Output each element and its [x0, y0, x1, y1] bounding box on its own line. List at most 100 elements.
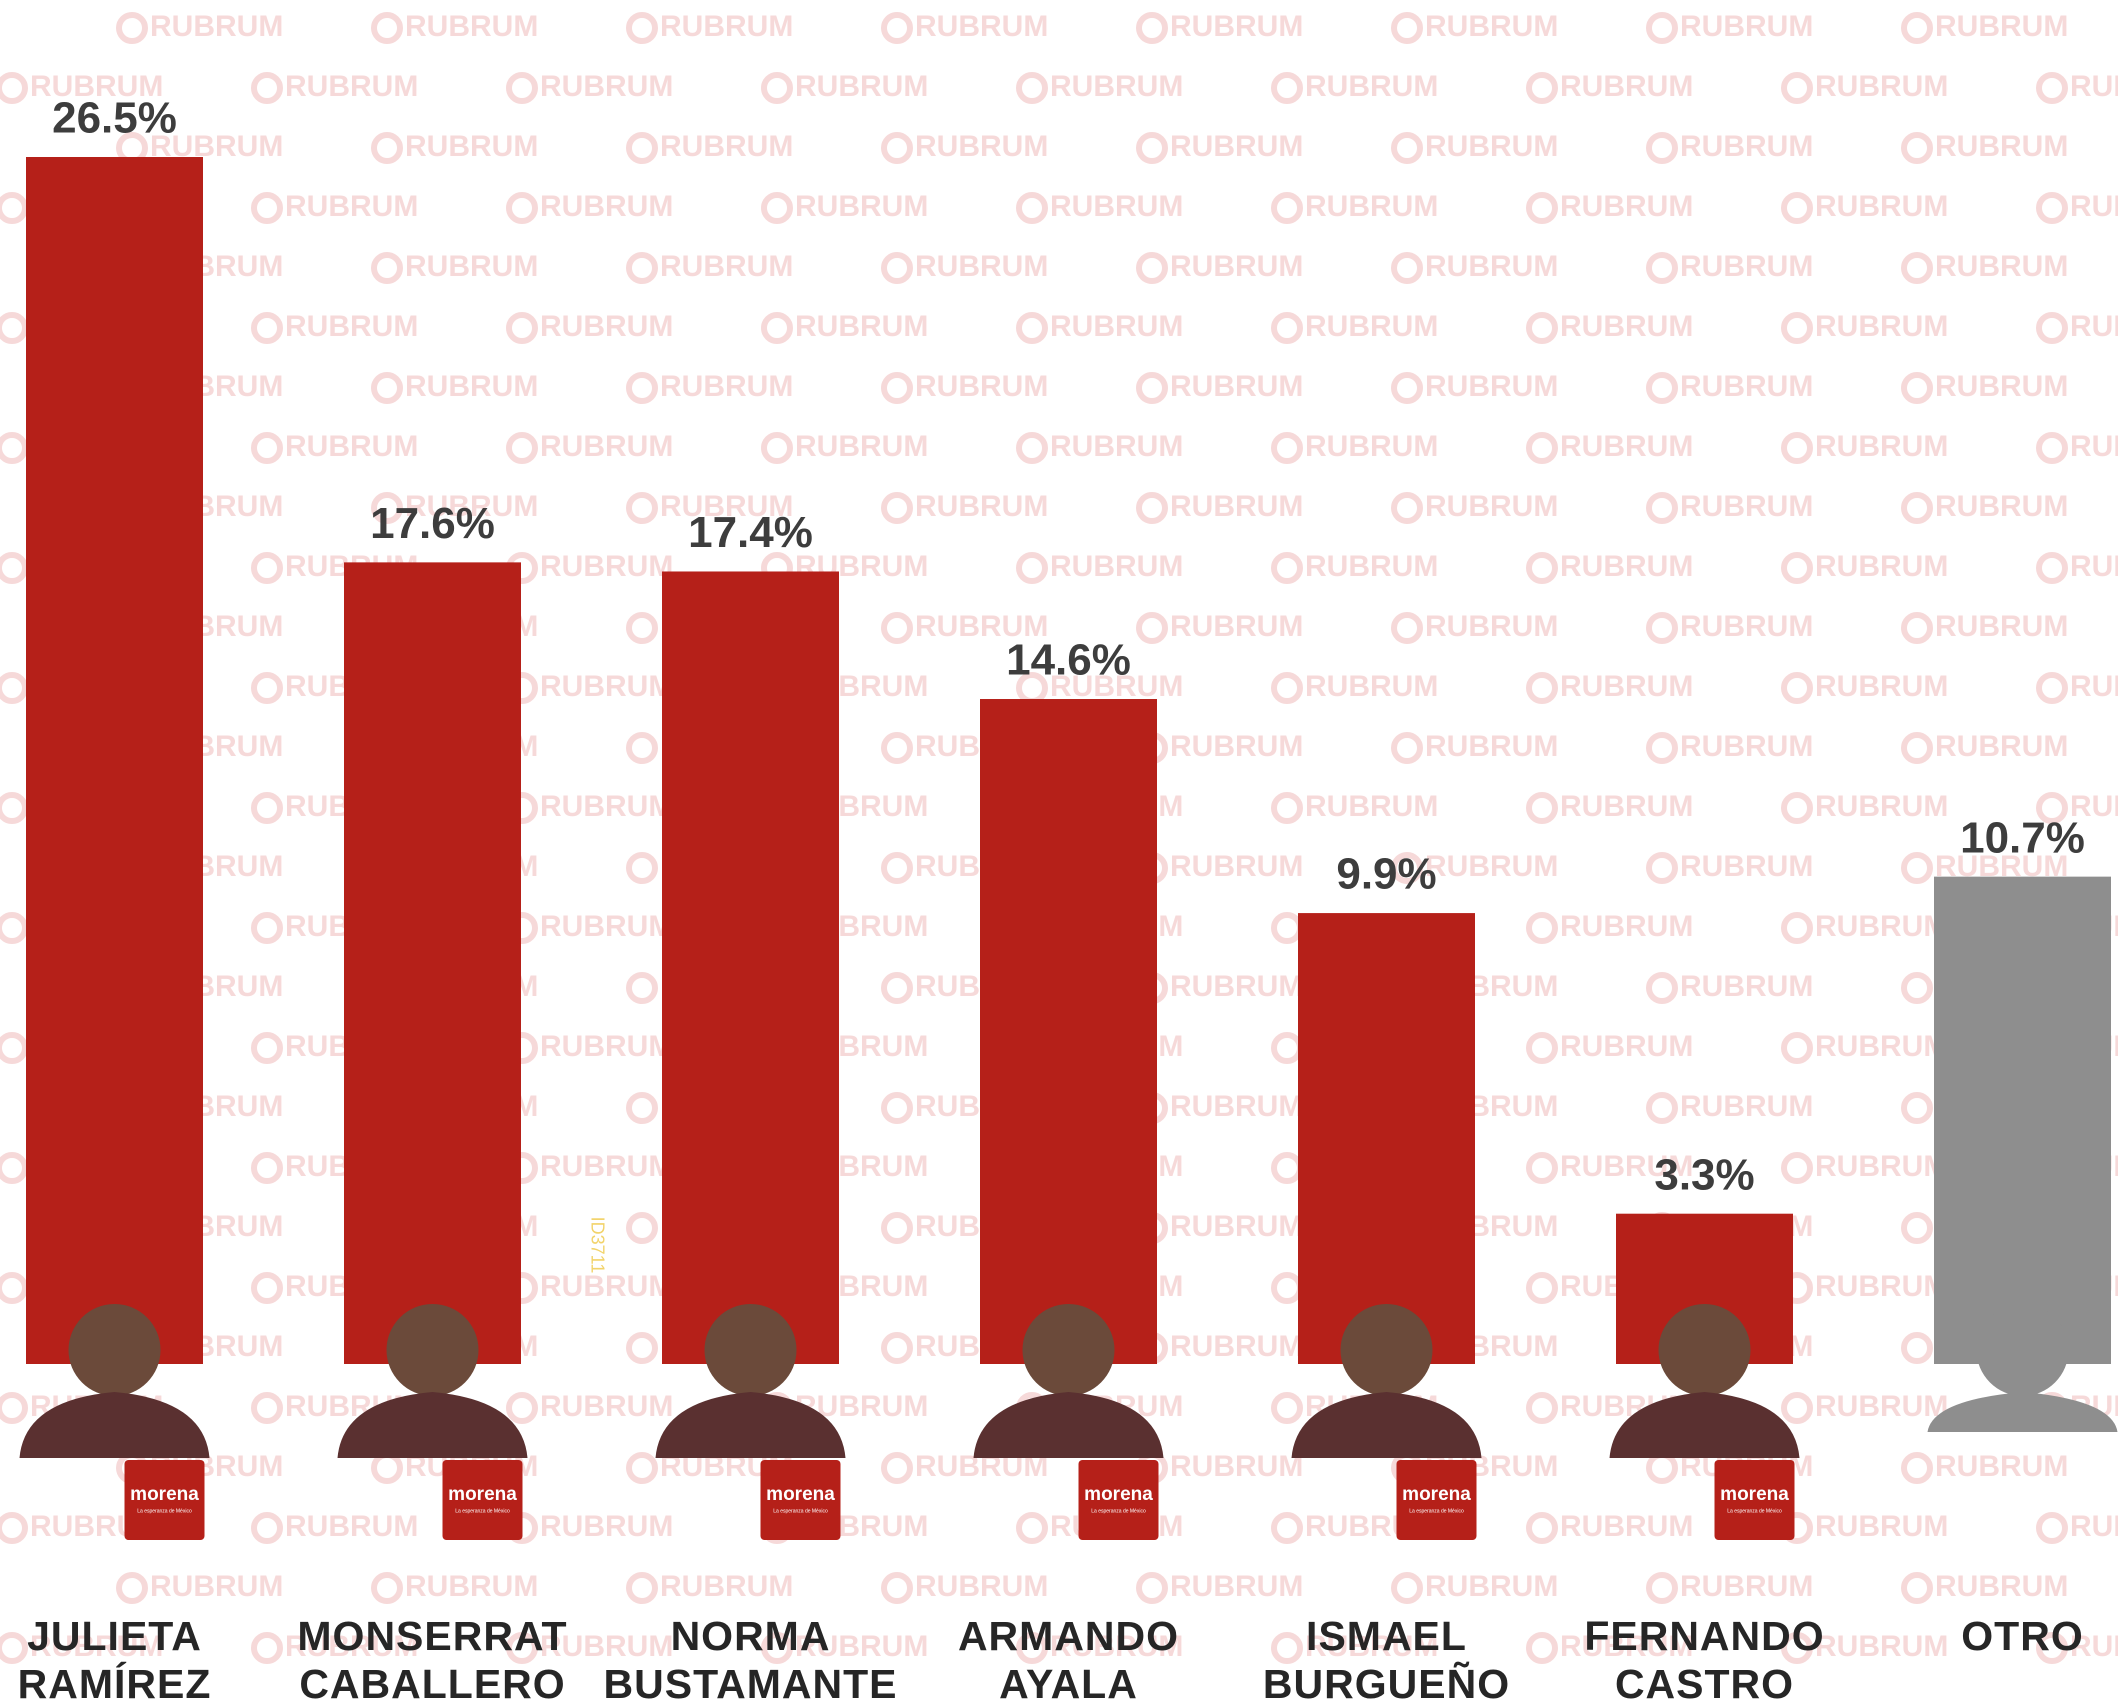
watermark-logo [1274, 1155, 1300, 1181]
watermark: RUBRUM [1560, 430, 1693, 463]
watermark-logo [1394, 735, 1420, 761]
watermark-logo [629, 1335, 655, 1361]
watermark-logo [0, 1155, 25, 1181]
watermark-logo [884, 1455, 910, 1481]
watermark-logo [0, 1275, 25, 1301]
watermark-logo [1649, 1095, 1675, 1121]
watermark: RUBRUM [540, 1270, 673, 1303]
watermark-logo [1139, 255, 1165, 281]
watermark-logo [1019, 555, 1045, 581]
watermark: RUBRUM [1170, 1450, 1303, 1483]
watermark: RUBRUM [285, 190, 418, 223]
watermark-logo [1904, 975, 1930, 1001]
watermark: RUBRUM [795, 190, 928, 223]
watermark-logo [2039, 435, 2065, 461]
watermark: RUBRUM [660, 370, 793, 403]
watermark: RUBRUM [1815, 430, 1948, 463]
watermark: RUBRUM [2070, 550, 2118, 583]
watermark: RUBRUM [2070, 310, 2118, 343]
watermark-logo [0, 75, 25, 101]
party-tagline: La esperanza de México [1727, 1508, 1782, 1514]
watermark: RUBRUM [405, 130, 538, 163]
watermark-logo [254, 915, 280, 941]
watermark: RUBRUM [1050, 310, 1183, 343]
watermark-logo [1904, 615, 1930, 641]
watermark-logo [1529, 675, 1555, 701]
watermark: RUBRUM [1935, 730, 2068, 763]
bar [1934, 877, 2111, 1364]
party-tagline: La esperanza de México [137, 1508, 192, 1514]
watermark: RUBRUM [2070, 430, 2118, 463]
watermark: RUBRUM [660, 250, 793, 283]
watermark-logo [884, 135, 910, 161]
watermark-logo [884, 615, 910, 641]
watermark-logo [884, 375, 910, 401]
watermark: RUBRUM [540, 310, 673, 343]
watermark-logo [254, 315, 280, 341]
watermark-logo [509, 1395, 535, 1421]
watermark: RUBRUM [1935, 1450, 2068, 1483]
watermark-logo [884, 1215, 910, 1241]
watermark: RUBRUM [2070, 1510, 2118, 1543]
watermark: RUBRUM [1170, 730, 1303, 763]
watermark: RUBRUM [1050, 430, 1183, 463]
watermark: RUBRUM [540, 430, 673, 463]
watermark-logo [1784, 675, 1810, 701]
value-label: 17.4% [688, 508, 813, 557]
watermark-logo [764, 75, 790, 101]
watermark: RUBRUM [540, 910, 673, 943]
watermark: RUBRUM [1305, 70, 1438, 103]
watermark-logo [2039, 315, 2065, 341]
watermark-logo [1649, 1575, 1675, 1601]
watermark-logo [254, 75, 280, 101]
watermark-logo [119, 1575, 145, 1601]
value-label: 9.9% [1336, 850, 1436, 899]
watermark: RUBRUM [405, 250, 538, 283]
watermark: RUBRUM [1815, 310, 1948, 343]
watermark-logo [254, 675, 280, 701]
watermark: RUBRUM [1305, 310, 1438, 343]
watermark-logo [1904, 735, 1930, 761]
watermark-logo [1904, 495, 1930, 521]
watermark-logo [884, 15, 910, 41]
watermark-logo [1019, 75, 1045, 101]
watermark-logo [1784, 795, 1810, 821]
watermark-logo [1904, 1575, 1930, 1601]
bar [980, 699, 1157, 1364]
watermark: RUBRUM [540, 1150, 673, 1183]
value-label: 14.6% [1006, 636, 1131, 685]
watermark: RUBRUM [1425, 370, 1558, 403]
watermark: RUBRUM [1560, 670, 1693, 703]
watermark: RUBRUM [405, 370, 538, 403]
watermark: RUBRUM [285, 1510, 418, 1543]
watermark: RUBRUM [1170, 1210, 1303, 1243]
watermark-logo [1529, 315, 1555, 341]
watermark-logo [1649, 375, 1675, 401]
category-label: FERNANDO CASTRO [1545, 1612, 1865, 1700]
watermark: RUBRUM [660, 130, 793, 163]
value-label: 26.5% [52, 94, 177, 143]
watermark-logo [0, 435, 25, 461]
watermark: RUBRUM [1815, 1030, 1948, 1063]
watermark-logo [119, 15, 145, 41]
watermark: RUBRUM [1560, 190, 1693, 223]
watermark: RUBRUM [1170, 1330, 1303, 1363]
watermark-logo [1019, 315, 1045, 341]
watermark-logo [0, 1035, 25, 1061]
portrait-head [69, 1304, 161, 1396]
party-tagline: La esperanza de México [773, 1508, 828, 1514]
watermark-logo [1274, 555, 1300, 581]
watermark-logo [2039, 195, 2065, 221]
watermark: RUBRUM [285, 310, 418, 343]
watermark-logo [1274, 675, 1300, 701]
watermark-logo [1394, 375, 1420, 401]
watermark: RUBRUM [1050, 70, 1183, 103]
watermark: RUBRUM [1815, 1510, 1948, 1543]
watermark: RUBRUM [150, 10, 283, 43]
party-name: morena [448, 1484, 517, 1505]
watermark-logo [254, 195, 280, 221]
watermark: RUBRUM [795, 430, 928, 463]
watermark: RUBRUM [1560, 1510, 1693, 1543]
watermark-logo [1904, 855, 1930, 881]
watermark: RUBRUM [1680, 130, 1813, 163]
